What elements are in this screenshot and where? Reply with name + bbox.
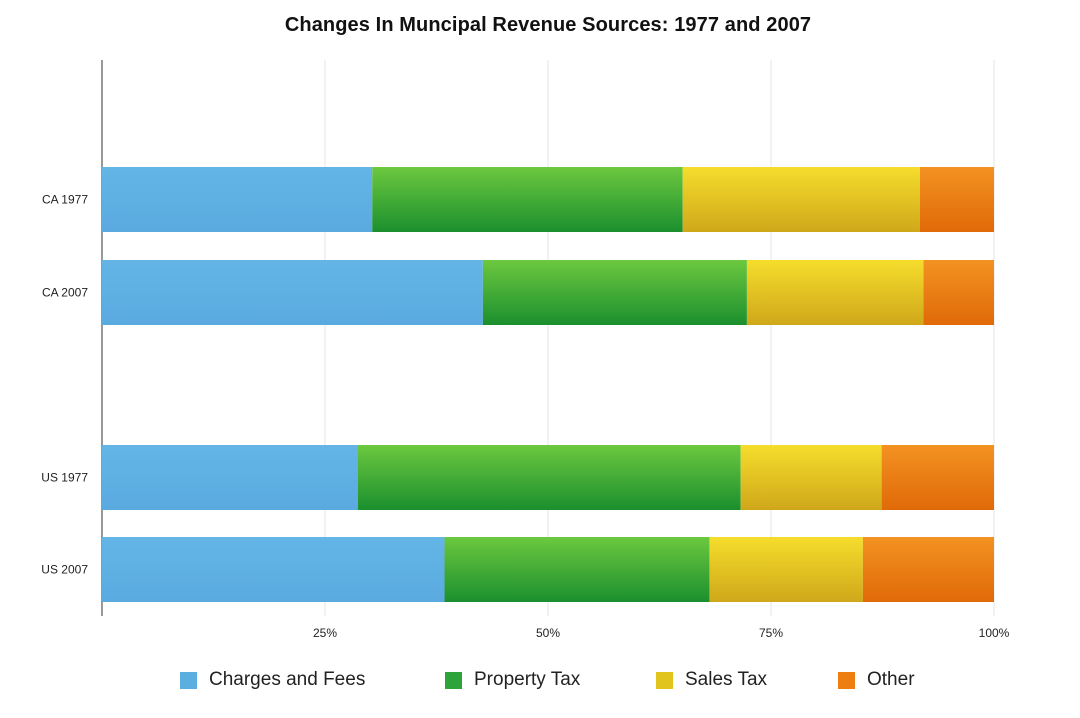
bar-sales-tax-us-1977: [740, 445, 882, 510]
x-tick-label: 25%: [313, 626, 337, 640]
legend-swatch: [445, 671, 462, 689]
x-tick-label: 100%: [979, 626, 1010, 640]
category-label: CA 1977: [42, 193, 88, 207]
bar-charges-and-fees-ca-2007: [102, 260, 483, 325]
bar-other-ca-2007: [923, 260, 994, 325]
legend-item: Sales Tax: [656, 666, 767, 694]
x-tick-label: 75%: [759, 626, 783, 640]
plot-area: 25% 50% 75% 100% CA 1977 CA 2007 US 1977 US 200…: [41, 60, 1010, 640]
legend: Charges and Fees Property Tax Sales Tax Oth…: [0, 666, 1080, 696]
category-label: US 1977: [41, 471, 88, 485]
bar-charges-and-fees-ca-1977: [102, 167, 373, 232]
category-label: CA 2007: [42, 286, 88, 300]
bar-sales-tax-ca-2007: [746, 260, 924, 325]
bar-property-tax-ca-2007: [482, 260, 747, 325]
legend-label: Charges and Fees: [209, 669, 366, 690]
category-label: US 2007: [41, 563, 88, 577]
bar-sales-tax-ca-1977: [682, 167, 920, 232]
bar-other-us-1977: [881, 445, 994, 510]
chart-title: Changes In Muncipal Revenue Sources: 197…: [284, 14, 812, 36]
legend-label: Sales Tax: [685, 669, 768, 690]
legend-label: Property Tax: [474, 669, 581, 690]
bar-other-us-2007: [862, 537, 994, 602]
bar-sales-tax-us-2007: [709, 537, 863, 602]
bar-property-tax-us-1977: [358, 445, 741, 510]
legend-item: Charges and Fees: [180, 666, 365, 694]
x-tick-label: 50%: [536, 626, 560, 640]
legend-item: Property Tax: [445, 666, 580, 694]
bar-other-ca-1977: [919, 167, 994, 232]
legend-item: Other: [838, 666, 915, 694]
bar-charges-and-fees-us-2007: [102, 537, 445, 602]
legend-swatch: [180, 671, 197, 689]
legend-swatch: [838, 671, 855, 689]
legend-label: Other: [867, 669, 915, 690]
bar-charges-and-fees-us-1977: [102, 445, 359, 510]
bar-property-tax-us-2007: [444, 537, 710, 602]
legend-swatch: [656, 671, 673, 689]
bar-property-tax-ca-1977: [372, 167, 683, 232]
